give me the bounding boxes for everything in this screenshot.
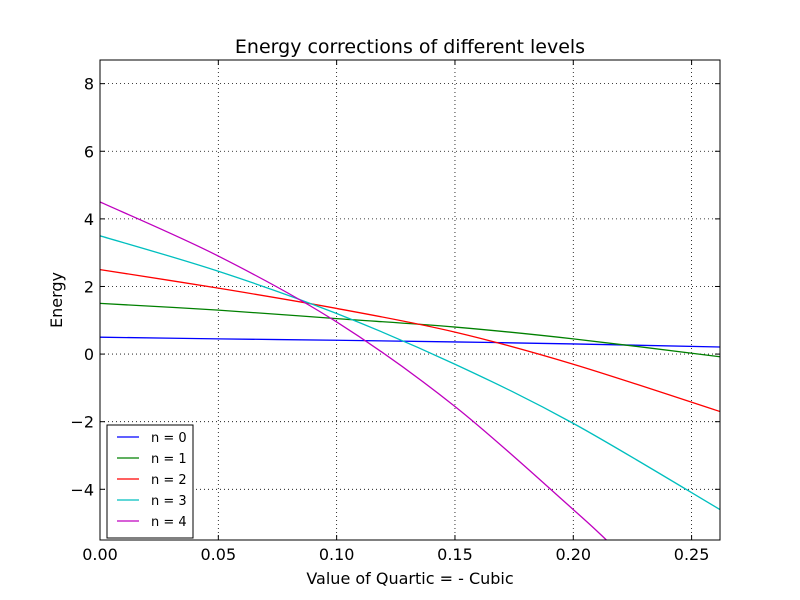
legend-label: n = 1 <box>151 452 187 467</box>
y-tick-label: 4 <box>84 210 94 229</box>
x-tick-label: 0.00 <box>82 545 118 564</box>
plot-area-frame <box>99 59 721 541</box>
x-tick-label: 0.25 <box>674 545 710 564</box>
y-tick-label: 0 <box>84 345 94 364</box>
x-tick-label: 0.15 <box>437 545 473 564</box>
y-tick-label: 2 <box>84 277 94 296</box>
legend-label: n = 4 <box>151 515 187 530</box>
series-line-n0 <box>100 336 720 348</box>
x-tick-label: 0.20 <box>555 545 591 564</box>
series-line-n2 <box>100 268 720 413</box>
x-tick-label: 0.05 <box>201 545 237 564</box>
x-axis-label: Value of Quartic = - Cubic <box>306 569 513 588</box>
series-line-n4 <box>100 201 607 540</box>
axis-ticks: 0.00 0.05 0.10 0.15 0.20 0.25 −4 −2 0 2 4 6 8 <box>70 60 720 564</box>
y-tick-label: −4 <box>70 480 94 499</box>
y-tick-label: 8 <box>84 75 94 94</box>
legend: n = 0 n = 1 n = 2 n = 3 n = 4 <box>106 424 194 539</box>
legend-label: n = 3 <box>151 494 187 509</box>
series-line-n3 <box>100 235 720 511</box>
grid <box>99 60 720 540</box>
legend-label: n = 0 <box>151 431 187 446</box>
x-tick-label: 0.10 <box>319 545 355 564</box>
plot-series <box>100 201 720 540</box>
y-axis-label: Energy <box>47 272 66 328</box>
series-line-n1 <box>100 302 720 358</box>
legend-label: n = 2 <box>151 473 187 488</box>
y-tick-label: −2 <box>70 413 94 432</box>
y-tick-label: 6 <box>84 142 94 161</box>
legend-box <box>106 424 194 539</box>
chart-title: Energy corrections of different levels <box>235 36 585 58</box>
